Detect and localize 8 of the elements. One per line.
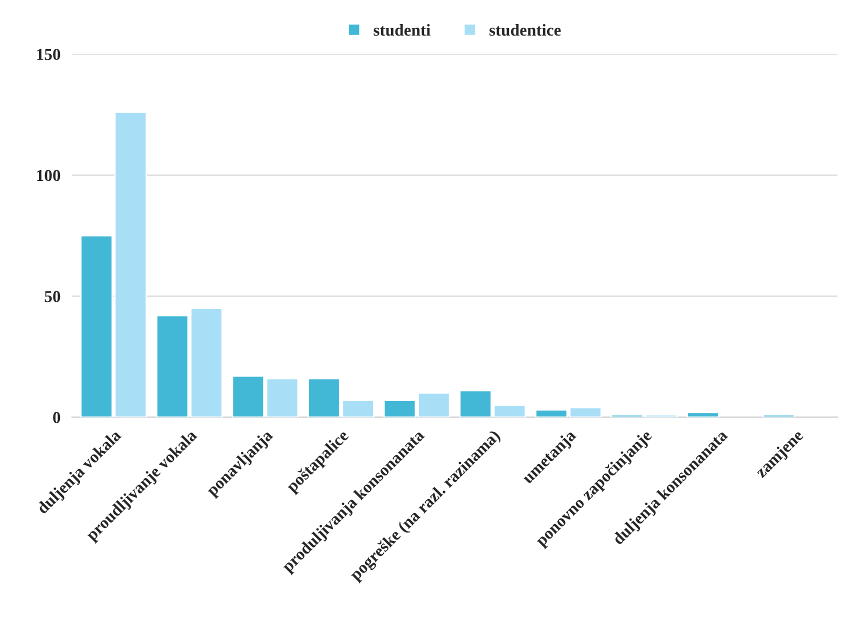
y-tick-label: 0	[53, 412, 60, 424]
y-tick-label: 50	[44, 290, 60, 302]
y-tick-label: 100	[37, 170, 60, 182]
legend-label: studenti	[374, 24, 430, 36]
bar	[762, 414, 796, 418]
legend-label: studentice	[490, 24, 561, 36]
bar	[686, 412, 720, 418]
y-tick-label: 150	[37, 48, 60, 60]
